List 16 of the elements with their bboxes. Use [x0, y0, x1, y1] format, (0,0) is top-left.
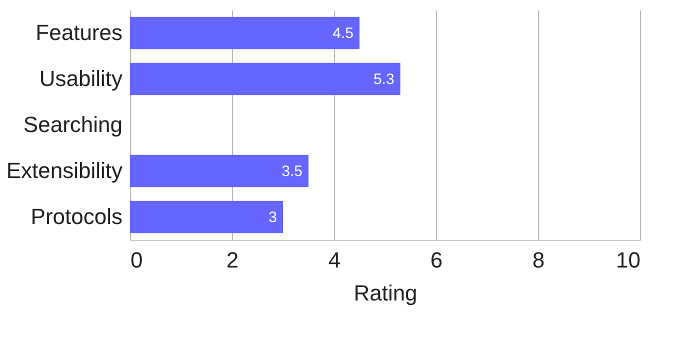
- y-tick-label: Usability: [39, 66, 122, 91]
- data-label: 5.3: [373, 71, 394, 88]
- y-tick-label: Searching: [23, 112, 122, 137]
- x-tick-label: 6: [430, 248, 443, 272]
- x-tick-label: 0: [130, 248, 143, 272]
- x-tick-label: 10: [616, 248, 640, 272]
- x-tick-label: 2: [226, 248, 239, 272]
- data-label: 3: [268, 209, 277, 226]
- data-label: 3.5: [282, 163, 302, 180]
- y-tick-label: Features: [36, 20, 122, 45]
- y-tick-label: Protocols: [30, 204, 122, 229]
- x-axis-title: Rating: [354, 280, 418, 306]
- y-tick-label: Extensibility: [6, 158, 122, 183]
- x-tick-label: 8: [532, 248, 545, 272]
- x-tick-label: 4: [328, 248, 341, 272]
- data-label: 4.5: [332, 25, 354, 42]
